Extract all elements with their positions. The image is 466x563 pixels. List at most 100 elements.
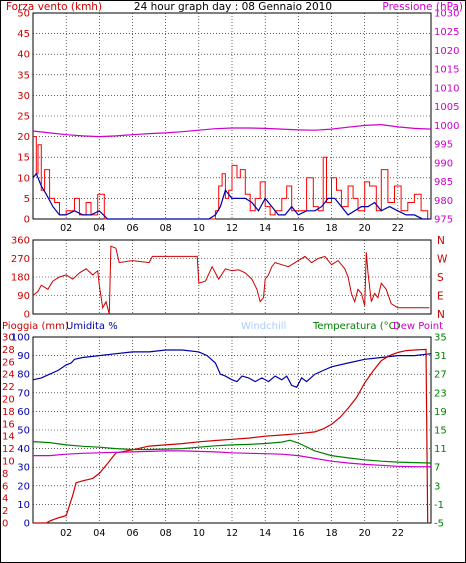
wind-tick-label: 35 — [17, 70, 30, 81]
humidity-series — [32, 349, 432, 388]
direction-tick-label: 0 — [24, 310, 30, 321]
pressure-tick-label: 1010 — [434, 83, 459, 94]
temperature-axis-label: Temperatura (°C) — [312, 321, 400, 332]
rain-tick-label: 6 — [2, 481, 8, 492]
x-tick-label: 22 — [392, 528, 404, 539]
direction-tick-label: 90 — [17, 291, 30, 302]
pressure-tick-label: 985 — [434, 177, 453, 188]
pressure-tick-label: 1030 — [434, 9, 459, 20]
rain-tick-label: 22 — [2, 382, 15, 393]
x-tick-label: 08 — [160, 223, 172, 234]
wind-tick-label: 25 — [17, 112, 30, 123]
temperature-tick-label: 15 — [434, 426, 447, 437]
humidity-tick-label: 80 — [17, 370, 30, 381]
pressure-tick-label: 1025 — [434, 27, 459, 38]
windchill-label: Windchill — [241, 321, 286, 332]
rain-tick-label: 26 — [2, 357, 15, 368]
humidity-axis-label: Umidita % — [66, 321, 118, 332]
x-tick-label: 12 — [226, 223, 238, 234]
x-tick-label: 20 — [359, 528, 371, 539]
dewpoint-series — [33, 450, 431, 468]
pressure-tick-label: 1020 — [434, 46, 459, 57]
wind-tick-label: 0 — [24, 215, 30, 226]
pressure-tick-label: 1015 — [434, 65, 459, 76]
humidity-tick-label: 0 — [24, 519, 30, 530]
rain-tick-label: 8 — [2, 469, 8, 480]
wind-gust-series — [33, 136, 429, 220]
pressure-tick-label: 1000 — [434, 121, 459, 132]
direction-tick-label: 270 — [11, 254, 30, 265]
pressure-tick-label: 980 — [434, 196, 453, 207]
chart-title: 24 hour graph day : 08 Gennaio 2010 — [134, 1, 332, 13]
pressure-tick-label: 995 — [434, 140, 453, 151]
x-tick-label: 18 — [325, 223, 337, 234]
wind-pressure-panel: 02 04 06 08 10 12 14 16 18 20 22051015202530354045… — [17, 9, 459, 235]
x-tick-label: 14 — [259, 528, 271, 539]
pressure-series — [32, 123, 432, 138]
wind-tick-label: 15 — [17, 153, 30, 164]
wind-tick-label: 40 — [17, 50, 30, 61]
temperature-tick-label: -5 — [434, 519, 444, 530]
wind-tick-label: 20 — [17, 132, 30, 143]
rain-tick-label: 30 — [2, 333, 15, 344]
wind-tick-label: 50 — [17, 9, 30, 20]
humidity-tick-label: 10 — [17, 500, 30, 511]
rain-tick-label: 2 — [2, 506, 8, 517]
x-tick-label: 06 — [126, 223, 138, 234]
temperature-tick-label: 27 — [434, 370, 447, 381]
rain-tick-label: 24 — [2, 370, 15, 381]
x-tick-label: 04 — [93, 528, 105, 539]
compass-tick-label: N — [437, 235, 445, 247]
humidity-tick-label: 60 — [17, 407, 30, 418]
x-tick-label: 16 — [292, 528, 304, 539]
compass-tick-label: N — [437, 309, 445, 321]
humidity-tick-label: 40 — [17, 444, 30, 455]
temperature-tick-label: 3 — [434, 481, 440, 492]
temperature-tick-label: 7 — [434, 463, 440, 474]
x-tick-label: 02 — [60, 223, 72, 234]
wind-tick-label: 10 — [17, 173, 30, 184]
rain-tick-label: 4 — [2, 494, 8, 505]
pressure-tick-label: 1005 — [434, 102, 459, 113]
rain-tick-label: 18 — [2, 407, 15, 418]
compass-tick-label: E — [437, 291, 444, 303]
temperature-tick-label: 31 — [434, 351, 447, 362]
x-tick-label: 06 — [126, 528, 138, 539]
humidity-tick-label: 20 — [17, 481, 30, 492]
x-tick-label: 16 — [292, 223, 304, 234]
wind-direction-series — [32, 245, 430, 315]
temperature-tick-label: 23 — [434, 388, 447, 399]
rain-series — [33, 348, 429, 524]
wind-average-series — [32, 172, 430, 220]
temperature-series — [32, 439, 432, 464]
rain-axis-label: Pioggia (mm) — [2, 321, 69, 332]
x-tick-label: 04 — [93, 223, 105, 234]
rain-tick-label: 20 — [2, 395, 15, 406]
wind-tick-label: 30 — [17, 91, 30, 102]
x-tick-label: 22 — [392, 223, 404, 234]
temperature-tick-label: 35 — [434, 333, 447, 344]
pressure-tick-label: 975 — [434, 215, 453, 226]
x-tick-label: 10 — [193, 223, 205, 234]
temperature-tick-label: 19 — [434, 407, 447, 418]
x-tick-label: 18 — [325, 528, 337, 539]
wind-tick-label: 5 — [24, 194, 30, 205]
pressure-tick-label: 990 — [434, 158, 453, 169]
rain-tick-label: 28 — [2, 345, 15, 356]
x-tick-label: 02 — [60, 528, 72, 539]
humidity-tick-label: 30 — [17, 463, 30, 474]
x-tick-label: 20 — [359, 223, 371, 234]
direction-tick-label: 180 — [11, 273, 30, 284]
wind-tick-label: 45 — [17, 29, 30, 40]
temperature-tick-label: 11 — [434, 444, 447, 455]
x-tick-label: 08 — [160, 528, 172, 539]
direction-tick-label: 360 — [11, 236, 30, 247]
x-tick-label: 10 — [193, 528, 205, 539]
compass-tick-label: W — [437, 254, 448, 266]
wind-axis-label: Forza vento (kmh) — [6, 1, 102, 13]
rain-tick-label: 10 — [2, 457, 15, 468]
temperature-tick-label: -1 — [434, 500, 444, 511]
